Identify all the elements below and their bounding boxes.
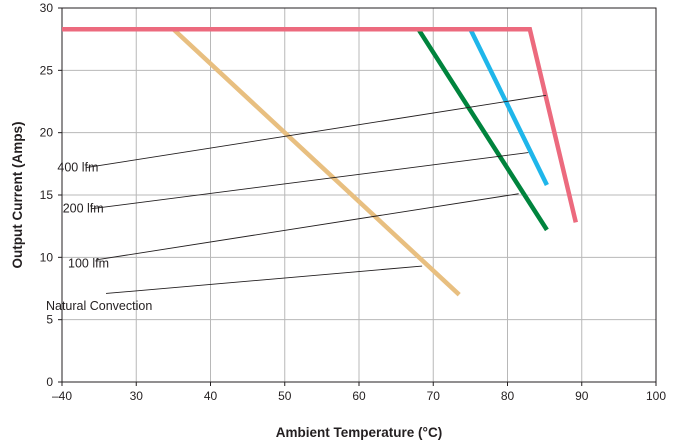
series-line-400-lfm	[62, 26, 578, 223]
x-axis-title: Ambient Temperature (°C)	[276, 425, 442, 440]
y-tick-label: 10	[40, 250, 54, 264]
annotation-label: 400 lfm	[57, 161, 98, 175]
series-line-200-lfm	[62, 26, 549, 186]
series-line-100-lfm	[62, 26, 549, 232]
annotations: 400 lfm 200 lfm 100 lfm Natural Convection	[46, 94, 547, 313]
y-tick-label: 20	[40, 126, 54, 140]
y-tick-label: 0	[46, 375, 53, 389]
y-tick-label: 25	[40, 63, 54, 77]
y-tick-label: 15	[40, 188, 54, 202]
x-tick-label: 40	[204, 389, 218, 403]
y-axis-title: Output Current (Amps)	[10, 122, 25, 269]
annotation-leader-line	[91, 152, 529, 210]
y-tick-label: 5	[46, 313, 53, 327]
series-lines	[62, 26, 578, 297]
annotation-label: 200 lfm	[63, 202, 104, 216]
annotation-leader-line	[105, 265, 423, 294]
x-tick-label: 50	[278, 389, 292, 403]
x-tick-label: –40	[52, 389, 72, 403]
x-tick-label: 70	[427, 389, 441, 403]
x-tick-label: 80	[501, 389, 515, 403]
grid	[62, 8, 656, 382]
x-tick-label: 60	[352, 389, 366, 403]
annotation-label: Natural Convection	[46, 299, 152, 313]
y-tick-label: 30	[40, 1, 54, 15]
y-axis: 0 5 10 15 20 25 30	[40, 1, 62, 389]
x-tick-label: 90	[575, 389, 589, 403]
x-axis: –40 30 40 50 60 70 80 90 100	[52, 382, 666, 403]
annotation-label: 100 lfm	[68, 257, 109, 271]
annotation-leader-line	[96, 193, 519, 261]
x-tick-label: 100	[646, 389, 666, 403]
x-tick-label: 30	[130, 389, 144, 403]
annotation-leader-line	[86, 94, 547, 169]
